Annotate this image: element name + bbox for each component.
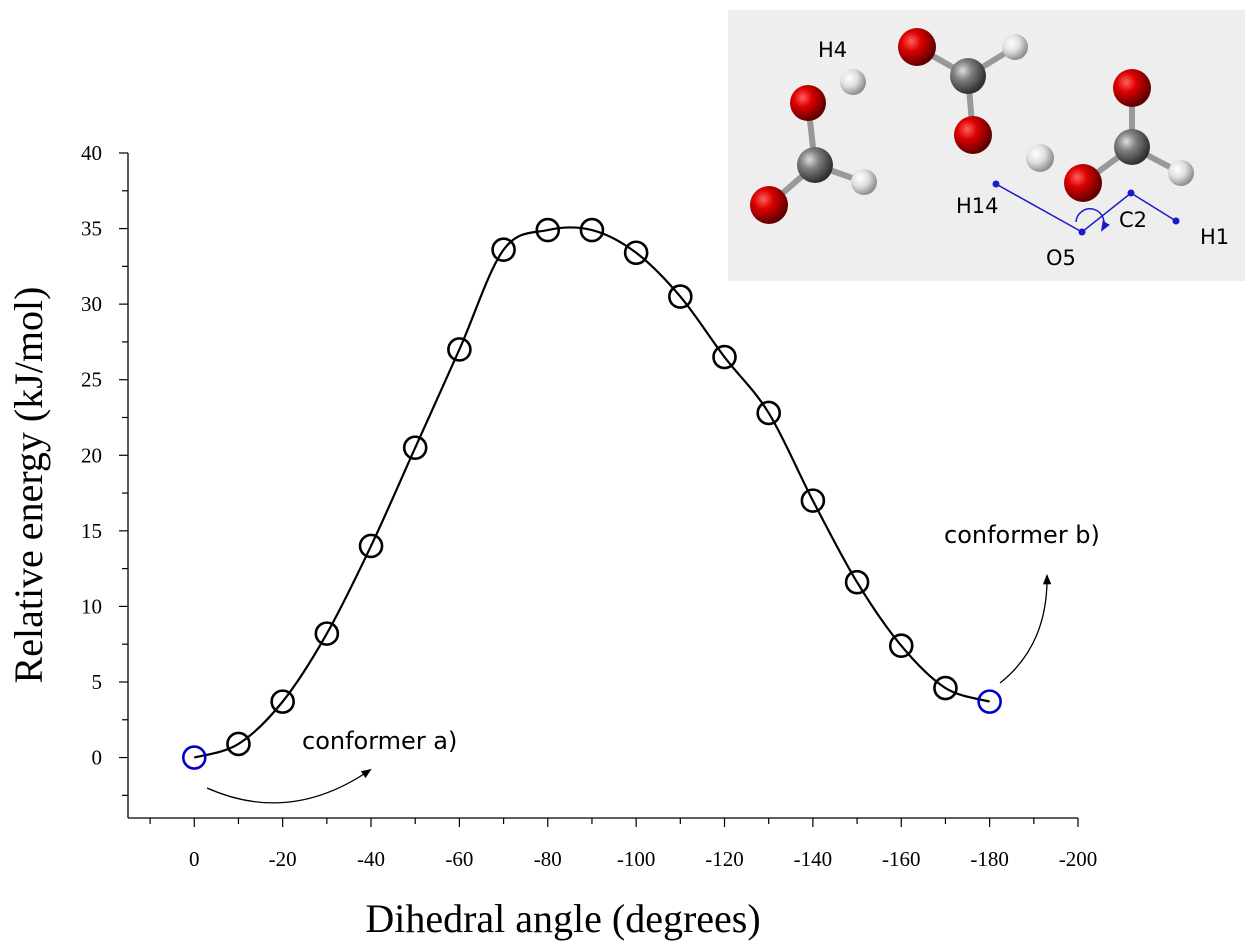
y-tick-label: 20 bbox=[81, 443, 102, 467]
y-tick-label: 15 bbox=[81, 519, 102, 543]
inset: H4 H14 C2 H1 O5 bbox=[728, 10, 1245, 281]
annotation-arrow bbox=[1000, 576, 1047, 683]
chart: H4 H14 C2 H1 O5 Dihedral angle (degrees)… bbox=[0, 0, 1245, 941]
y-tick-label: 5 bbox=[92, 670, 103, 694]
x-tick-label: -200 bbox=[1059, 847, 1098, 871]
atom-label: O5 bbox=[1046, 246, 1076, 270]
x-tick-label: -120 bbox=[705, 847, 744, 871]
y-tick-label: 35 bbox=[81, 217, 102, 241]
x-tick-label: -160 bbox=[882, 847, 921, 871]
x-tick-label: -40 bbox=[357, 847, 385, 871]
x-tick-label: -100 bbox=[617, 847, 656, 871]
x-tick-label: -80 bbox=[534, 847, 562, 871]
annotation: conformer b) bbox=[944, 521, 1100, 549]
x-tick-label: -60 bbox=[445, 847, 473, 871]
y-tick-label: 0 bbox=[92, 746, 103, 770]
y-tick-label: 40 bbox=[81, 141, 102, 165]
y-tick-label: 10 bbox=[81, 594, 102, 618]
atom-label: H4 bbox=[818, 38, 847, 62]
atom-label: C2 bbox=[1119, 208, 1147, 232]
atom-label: H1 bbox=[1200, 225, 1229, 249]
x-tick-label: -20 bbox=[269, 847, 297, 871]
y-axis-label: Relative energy (kJ/mol) bbox=[6, 287, 51, 684]
y-tick-label: 25 bbox=[81, 368, 102, 392]
y-tick-label: 30 bbox=[81, 292, 102, 316]
data-line bbox=[194, 227, 989, 757]
annotation: conformer a) bbox=[302, 727, 457, 755]
x-axis-label: Dihedral angle (degrees) bbox=[365, 896, 760, 941]
x-tick-label: 0 bbox=[189, 847, 200, 871]
x-tick-label: -180 bbox=[970, 847, 1009, 871]
x-tick-label: -140 bbox=[794, 847, 833, 871]
annotation-arrow bbox=[207, 770, 370, 803]
atom-label: H14 bbox=[956, 194, 999, 218]
